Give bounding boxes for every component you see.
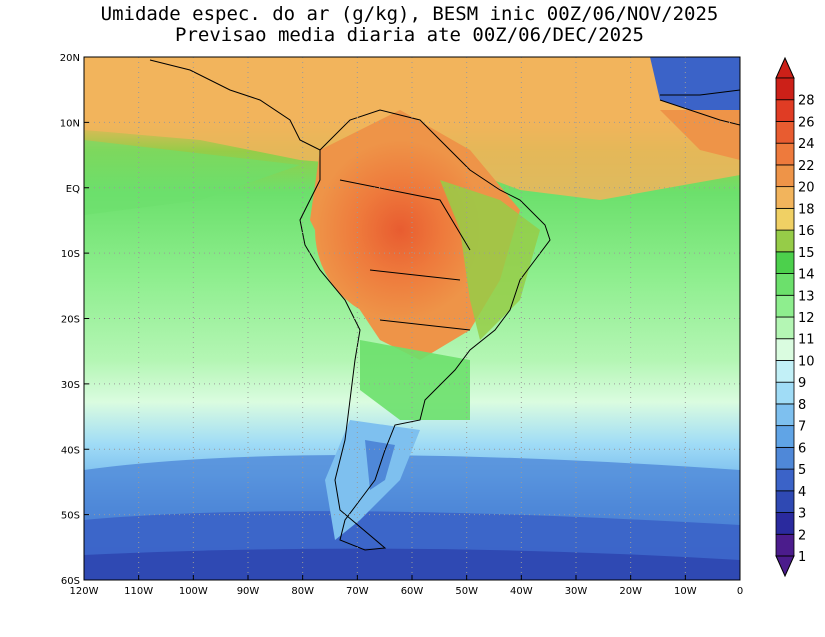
colorbar-label: 6 xyxy=(798,441,806,456)
lat-label: 40S xyxy=(61,445,80,456)
colorbar-label: 2 xyxy=(798,528,806,543)
lon-label: 90W xyxy=(237,586,260,597)
lon-label: 10W xyxy=(674,586,697,597)
lon-label: 30W xyxy=(565,586,588,597)
colorbar-swatch xyxy=(775,207,795,231)
colorbar-label: 15 xyxy=(798,246,815,261)
lat-axis: 20N 10N EQ 10S 20S 30S 40S 50S 60S xyxy=(60,53,89,587)
colorbar-swatch xyxy=(775,533,795,557)
colorbar-swatch xyxy=(775,142,795,166)
colorbar-swatch xyxy=(775,77,795,101)
colorbar-swatch xyxy=(775,294,795,318)
colorbar-label: 13 xyxy=(798,289,815,304)
lon-axis: 120W 110W 100W 90W 80W 70W 60W 50W 40W 30W 20W 10W 0 xyxy=(70,575,743,597)
lon-label: 70W xyxy=(346,586,369,597)
lat-label: 20S xyxy=(61,315,80,326)
colorbar-label: 26 xyxy=(798,115,815,130)
gridlines xyxy=(84,57,740,580)
lon-label: 110W xyxy=(124,586,153,597)
colorbar-label: 3 xyxy=(798,507,806,522)
colorbar-label: 20 xyxy=(798,181,815,196)
colorbar-swatch xyxy=(775,186,795,209)
colorbar-swatch xyxy=(775,99,795,122)
lat-label: EQ xyxy=(66,184,80,195)
lat-label: 30S xyxy=(61,380,80,391)
colorbar-cap-bottom xyxy=(775,555,795,578)
lon-label: 0 xyxy=(737,586,743,597)
colorbar-swatch xyxy=(775,512,795,535)
colorbar-label: 8 xyxy=(798,398,806,413)
colorbar-label: 22 xyxy=(798,159,815,174)
colorbar-swatch xyxy=(775,121,795,144)
lon-label: 20W xyxy=(619,586,642,597)
colorbar-swatch xyxy=(775,316,795,340)
colorbar-label: 28 xyxy=(798,94,815,109)
colorbar-swatch xyxy=(775,490,795,513)
lon-label: 60W xyxy=(401,586,424,597)
colorbar-label: 9 xyxy=(798,376,806,391)
lat-label: 50S xyxy=(61,511,80,522)
chart-title: Umidade espec. do ar (g/kg), BESM inic 0… xyxy=(100,3,719,25)
lat-label: 60S xyxy=(61,576,80,587)
colorbar-swatch xyxy=(775,360,795,383)
colorbar-swatch xyxy=(775,425,795,448)
colorbar-label: 7 xyxy=(798,420,806,435)
colorbar-label: 18 xyxy=(798,202,815,217)
lon-label: 40W xyxy=(510,586,533,597)
colorbar-label: 4 xyxy=(798,485,806,500)
colorbar-label: 11 xyxy=(798,333,815,348)
colorbar-swatch xyxy=(775,164,795,188)
humidity-field xyxy=(84,57,740,580)
colorbar-swatch xyxy=(775,273,795,296)
colorbar-swatch xyxy=(775,468,795,492)
colorbar-swatch xyxy=(775,338,795,361)
colorbar-swatch xyxy=(775,229,795,253)
colorbar-swatch xyxy=(775,381,795,405)
coastlines xyxy=(149,59,740,551)
chart-subtitle: Previsao media diaria ate 00Z/06/DEC/202… xyxy=(175,24,644,46)
lat-label: 10S xyxy=(61,249,80,260)
colorbar-swatch xyxy=(775,251,795,274)
lat-label: 10N xyxy=(60,118,80,129)
colorbar-cap-top xyxy=(775,56,795,79)
lon-label: 100W xyxy=(179,586,208,597)
colorbar-label: 10 xyxy=(798,354,815,369)
colorbar-swatch xyxy=(775,446,795,470)
colorbar-label: 12 xyxy=(798,311,815,326)
colorbar-label: 5 xyxy=(798,463,806,478)
lat-label: 20N xyxy=(60,53,80,64)
lon-label: 120W xyxy=(70,586,99,597)
colorbar-label: 14 xyxy=(798,268,815,283)
lon-label: 50W xyxy=(455,586,478,597)
colorbar-label: 24 xyxy=(798,137,815,152)
lon-label: 80W xyxy=(291,586,314,597)
colorbar-swatch xyxy=(775,403,795,427)
colorbar-label: 16 xyxy=(798,224,815,239)
colorbar-label: 1 xyxy=(798,550,806,565)
